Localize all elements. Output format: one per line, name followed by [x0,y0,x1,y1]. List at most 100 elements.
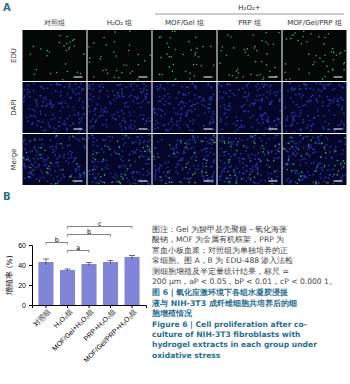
nucleus [28,176,30,178]
scale-bar [74,181,83,182]
nucleus [53,131,55,133]
nucleus [209,139,211,141]
edu-cell [186,163,188,165]
nucleus [313,162,315,164]
nucleus [158,100,160,102]
nucleus [274,137,276,139]
nucleus [188,92,190,94]
nucleus [58,121,60,123]
nucleus [36,103,38,105]
nucleus [227,109,229,111]
x-axis: 对照组H₂O₂组MOF/Gel+H₂O₂组PRP+H₂O₂组MOF/Gel/PR… [32,305,146,364]
edu-cell [318,36,320,38]
nucleus [136,171,138,173]
nucleus [334,114,336,116]
edu-cell [324,165,326,167]
nucleus [306,84,308,86]
nucleus [330,99,332,101]
nucleus [218,166,220,168]
significance-label: b [55,236,59,244]
nucleus [107,95,109,97]
nucleus [247,139,249,141]
nucleus [297,173,299,175]
nucleus [79,140,81,142]
edu-cell [33,73,35,75]
nucleus [93,166,95,168]
edu-cell [59,35,61,37]
edu-cell [72,135,74,137]
edu-cell [148,159,150,161]
edu-cell [315,170,317,172]
nucleus [83,172,85,174]
nucleus [317,115,319,117]
nucleus [293,169,295,171]
nucleus [79,165,81,167]
nucleus [212,173,214,175]
edu-cell [149,151,151,153]
nucleus [213,171,215,173]
edu-cell [298,148,300,150]
edu-cell [344,62,346,64]
nucleus [42,121,44,123]
edu-cell [340,163,342,165]
nucleus [33,115,35,117]
scale-bar [139,129,148,130]
nucleus [212,139,214,141]
nucleus [51,118,53,120]
nucleus [182,169,184,171]
nucleus [247,99,249,101]
nucleus [59,169,61,171]
nucleus [37,158,39,160]
nucleus [326,144,328,146]
nucleus [100,115,102,117]
edu-cell [259,74,261,76]
edu-cell [80,73,82,75]
edu-cell [116,55,118,57]
nucleus [119,95,121,97]
nucleus [290,97,292,99]
row-label: DAPI [10,99,18,115]
nucleus [67,105,69,107]
nucleus [115,153,117,155]
nucleus [302,105,304,107]
scale-bar [269,77,278,78]
edu-cell [36,69,38,71]
nucleus [322,105,324,107]
nucleus [99,180,101,182]
nucleus [323,115,325,117]
edu-cell [229,175,231,177]
error-bar [64,269,70,271]
nucleus [50,102,52,104]
nucleus [197,168,199,170]
nucleus [121,88,123,90]
nucleus [275,179,277,181]
nucleus [163,125,165,127]
nucleus [112,90,114,92]
nucleus [82,101,84,103]
nucleus [57,165,59,167]
nucleus [144,150,146,152]
nucleus [221,128,223,130]
nucleus [330,83,332,85]
nucleus [182,167,184,169]
nucleus [118,165,120,167]
edu-cell [168,66,170,68]
nucleus [92,118,94,120]
nucleus [95,176,97,178]
nucleus [192,122,194,124]
nucleus [139,172,141,174]
nucleus [278,157,280,159]
nucleus [121,120,123,122]
nucleus [214,137,216,139]
edu-cell [300,175,302,177]
nucleus [144,123,146,125]
nucleus [327,129,329,131]
micrograph [88,134,152,185]
nucleus [69,85,71,87]
nucleus [228,83,230,85]
panel-label: B [3,191,11,202]
nucleus [74,109,76,111]
micrograph-bg [23,82,87,133]
nucleus [147,175,149,177]
nucleus [269,86,271,88]
